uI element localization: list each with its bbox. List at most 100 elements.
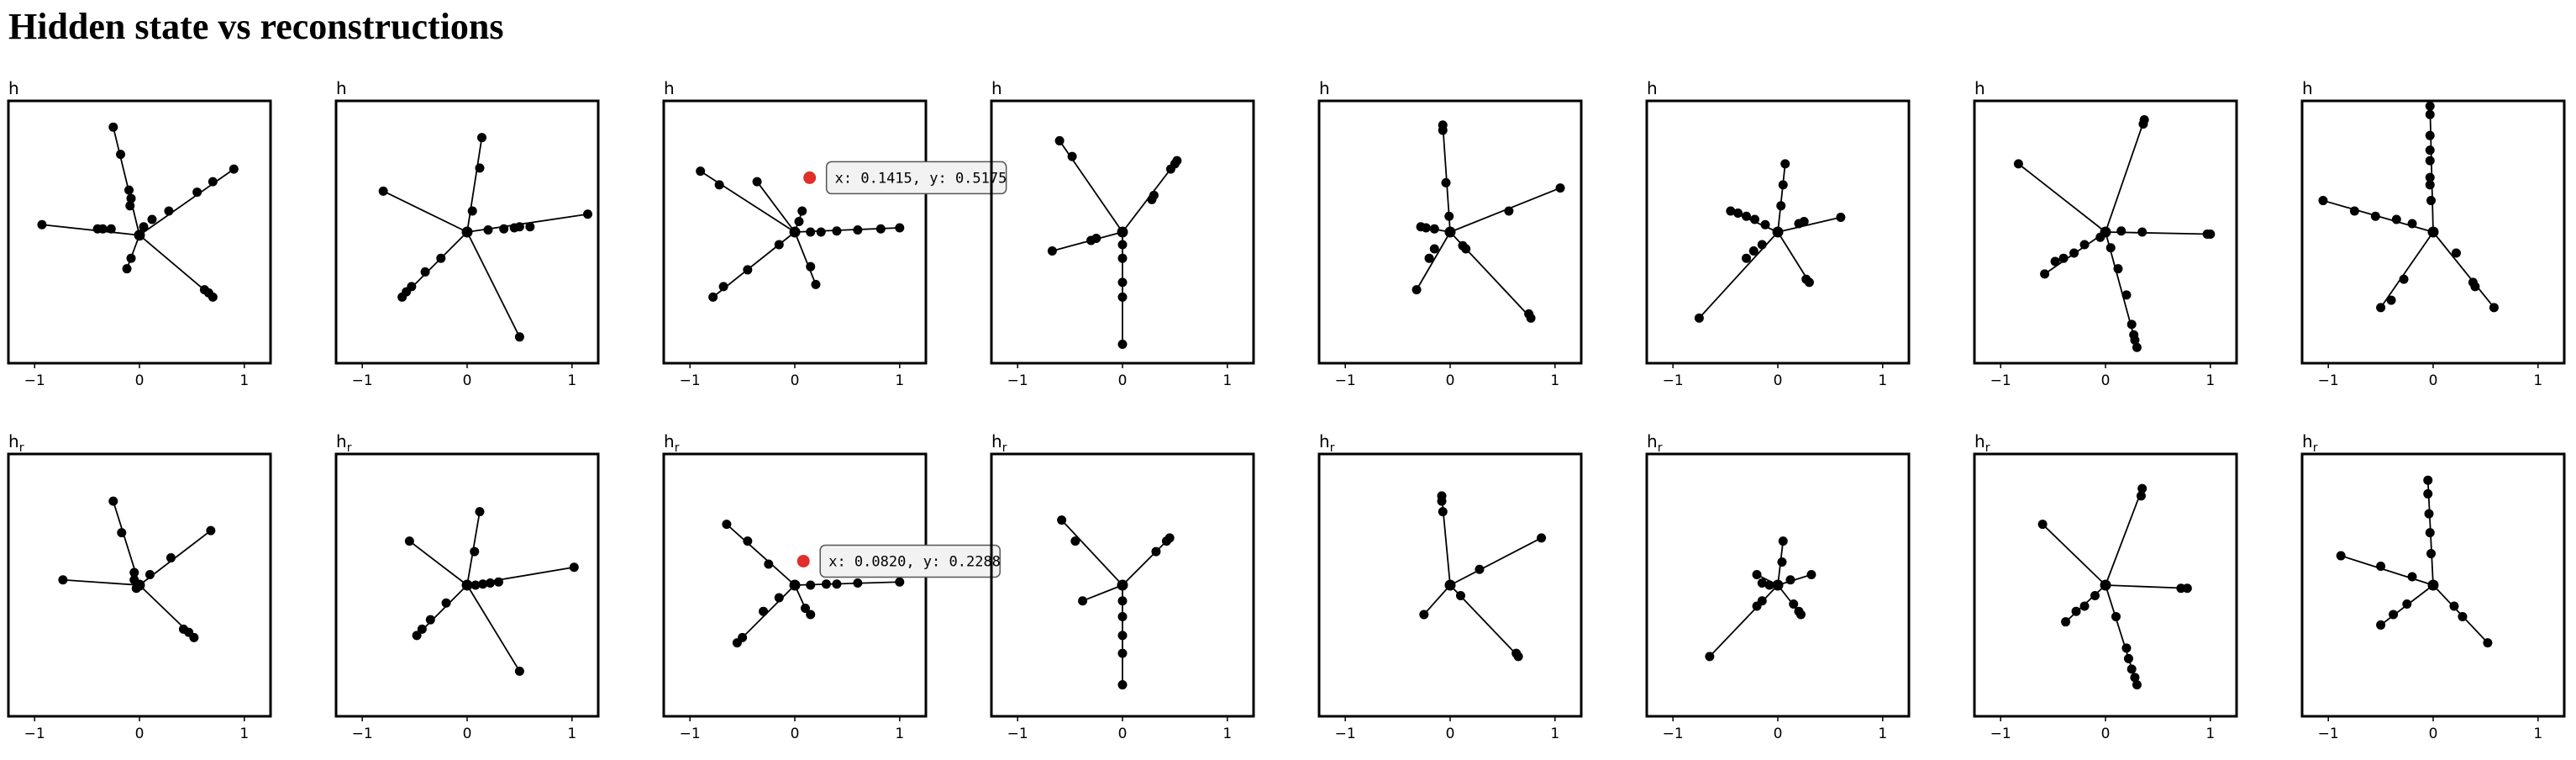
data-point: [2425, 145, 2435, 156]
data-point: [743, 265, 753, 275]
data-point: [832, 579, 842, 589]
panel-title: hr: [1319, 431, 1335, 455]
data-point: [1161, 536, 1171, 546]
branch-line: [466, 137, 483, 233]
data-point: [752, 177, 762, 187]
data-point: [2137, 483, 2148, 493]
data-point: [1429, 244, 1439, 254]
page-title: Hidden state vs reconstructions: [8, 6, 504, 47]
scatter-panel: h −1 0 1: [1645, 78, 1911, 389]
panel-title-main: h: [336, 431, 347, 451]
data-point: [696, 166, 706, 177]
data-point: [2127, 319, 2137, 330]
data-point: [1475, 564, 1485, 574]
x-tick-label: 0: [2429, 372, 2438, 389]
branch-line: [1060, 520, 1123, 586]
data-point: [1078, 596, 1088, 606]
data-point: [199, 285, 209, 295]
data-point: [708, 292, 718, 302]
panel-title: hr: [8, 431, 24, 455]
data-point: [2376, 620, 2386, 630]
data-point: [1757, 596, 1767, 606]
data-point: [145, 570, 155, 580]
data-point: [1504, 206, 1514, 216]
data-point: [2407, 572, 2417, 582]
panel-title: h: [336, 78, 347, 98]
data-point: [806, 580, 816, 590]
data-point: [122, 264, 132, 274]
branch-line: [1777, 163, 1786, 233]
data-point: [37, 219, 47, 230]
x-tick-label: −1: [1007, 726, 1028, 742]
data-point: [125, 201, 135, 211]
data-point: [514, 332, 524, 342]
data-point: [1070, 536, 1080, 546]
branch-line: [466, 231, 521, 338]
data-point: [1733, 208, 1743, 219]
data-point: [2399, 274, 2409, 284]
x-tick-label: 0: [2101, 372, 2111, 389]
scatter-panel: hr −1 0 1: [1645, 431, 1911, 742]
x-tick-label: 0: [1118, 726, 1128, 742]
branch-line: [2429, 106, 2434, 233]
data-point: [2116, 226, 2127, 236]
panel-title-subscript: r: [19, 441, 24, 455]
hub-point: [2427, 579, 2439, 591]
data-point: [718, 282, 728, 292]
data-point: [2425, 130, 2435, 140]
data-point: [806, 227, 816, 237]
data-point: [2425, 180, 2435, 190]
panel-title-main: h: [8, 431, 19, 451]
data-point: [2050, 256, 2060, 267]
panel-title: hr: [991, 431, 1007, 455]
data-point: [2402, 599, 2412, 609]
data-point: [108, 122, 118, 132]
panel-title: hr: [2302, 431, 2318, 455]
panel-title: hr: [1647, 431, 1663, 455]
x-tick-label: −1: [1007, 372, 1028, 389]
data-point: [2137, 227, 2148, 237]
data-point: [1421, 223, 1431, 233]
panel-title: h: [8, 78, 19, 98]
data-point: [2132, 680, 2142, 690]
data-point: [1537, 533, 1547, 543]
data-point: [478, 579, 488, 589]
branch-line: [2105, 119, 2146, 233]
panel-title-main: h: [664, 78, 675, 98]
hub-point: [1444, 579, 1456, 591]
data-point: [2037, 520, 2048, 530]
data-point: [166, 553, 176, 563]
hub-point: [2100, 226, 2111, 238]
data-point: [794, 217, 804, 227]
data-point: [1511, 648, 1522, 658]
panel-title-main: h: [1647, 78, 1658, 98]
data-point: [485, 578, 495, 588]
data-point: [2407, 219, 2417, 229]
x-tick-label: −1: [24, 372, 45, 389]
branch-line: [112, 126, 140, 235]
panel-title-subscript: r: [1330, 441, 1335, 455]
data-point: [378, 186, 388, 196]
scatter-panel: hr −1 0 1: [2300, 431, 2566, 742]
data-point: [58, 575, 68, 585]
branch-line: [139, 235, 213, 298]
branch-line: [700, 170, 796, 233]
data-point: [2013, 159, 2023, 169]
data-point: [1836, 213, 1846, 223]
x-tick-label: 0: [135, 372, 145, 389]
data-point: [2090, 590, 2100, 600]
data-point: [2483, 638, 2493, 648]
data-point: [2061, 617, 2071, 627]
x-tick-label: −1: [1335, 726, 1356, 742]
x-tick-label: 1: [567, 372, 576, 389]
data-point: [1794, 606, 1804, 616]
data-point: [2425, 109, 2435, 119]
data-point: [2130, 673, 2140, 683]
data-point: [1424, 253, 1434, 263]
x-tick-label: 1: [567, 726, 576, 742]
hub-point: [2427, 226, 2439, 238]
data-point: [2376, 303, 2386, 313]
panel-title: hr: [664, 431, 680, 455]
x-tick-label: 1: [2205, 372, 2215, 389]
data-point: [2176, 583, 2186, 594]
